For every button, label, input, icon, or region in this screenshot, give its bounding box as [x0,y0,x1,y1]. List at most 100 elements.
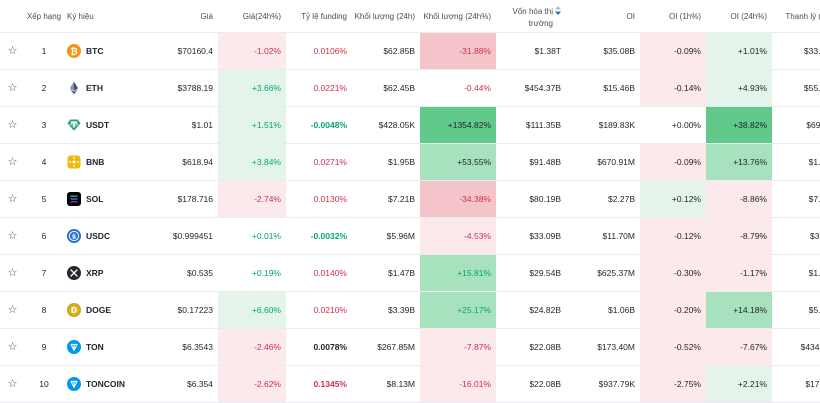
coin-symbol[interactable]: ETH [63,81,145,95]
star-icon[interactable]: ☆ [7,118,18,131]
table-row[interactable]: ☆ 8 Ð DOGE $0.17223 +6.60% 0.0210% $3.39B +25.17… [0,291,820,329]
header-rank[interactable]: Xếp hạng [25,0,63,33]
symbol-cell[interactable]: $ USDC [63,217,145,255]
coin-symbol[interactable]: SOL [63,192,145,206]
table-row[interactable]: ☆ 4 BNB $618.94 +3.84% 0.0271% $1.95B +53.55% $9… [0,143,820,181]
coin-symbol[interactable]: ₿ BTC [63,44,145,58]
symbol-cell[interactable]: XRP [63,254,145,292]
volume-cell: $7.21B [352,180,420,218]
star-icon[interactable]: ☆ [7,44,18,57]
oi-24h-cell: +14.18% [706,291,772,329]
market-cap-cell: $33.09B [496,217,566,255]
star-icon[interactable]: ☆ [7,155,18,168]
liquidation-cell: $3.00K [772,217,820,255]
symbol-cell[interactable]: ₿ BTC [63,32,145,70]
coin-symbol[interactable]: $ USDC [63,229,145,243]
star-icon[interactable]: ☆ [7,192,18,205]
svg-text:₿: ₿ [70,46,77,57]
liquidation-cell: $1.84M [772,143,820,181]
coin-symbol[interactable]: BNB [63,155,145,169]
header-price[interactable]: Giá [145,0,218,33]
solana-icon [67,192,81,206]
volume-change-cell: -16.01% [420,365,496,403]
table-body: ☆ 1 ₿ BTC $70160.4 -1.02% 0.0106% $62.85B -31.88… [0,32,820,403]
table-row[interactable]: ☆ 2 ETH $3788.19 +3.66% 0.0221% $62.45B -0.44% $… [0,69,820,107]
liquidation-cell: $1.42M [772,254,820,292]
header-volume-change[interactable]: Khối lượng (24h%) [420,0,496,33]
header-volume[interactable]: Khối lượng (24h) [352,0,420,33]
coin-symbol[interactable]: USDT [63,118,145,132]
oi-1h-cell: -0.30% [640,254,706,292]
table-row[interactable]: ☆ 5 SOL $178.716 -2.74% 0.0130% $7.21B -34.38% $… [0,180,820,218]
symbol-cell[interactable]: ETH [63,69,145,107]
header-funding-rate[interactable]: Tỷ lệ funding [286,0,352,33]
volume-cell: $1.95B [352,143,420,181]
symbol-cell[interactable]: Ð DOGE [63,291,145,329]
header-price-change[interactable]: Giá(24h%) [218,0,286,33]
favorite-cell: ☆ [0,32,25,70]
price-change-cell: +0.19% [218,254,286,292]
symbol-cell[interactable]: USDT [63,106,145,144]
price-change-cell: -2.46% [218,328,286,366]
coin-symbol[interactable]: TON [63,340,145,354]
volume-change-cell: +15.81% [420,254,496,292]
oi-cell: $1.06B [566,291,640,329]
coin-symbol-label: ETH [86,83,103,93]
header-market-cap[interactable]: Vốn hóa thị trường [496,0,566,33]
header-oi[interactable]: OI [566,0,640,33]
rank-cell: 7 [25,254,63,292]
table-row[interactable]: ☆ 10 TONCOIN $6.354 -2.62% 0.1345% $8.13M -16.0… [0,365,820,403]
table-row[interactable]: ☆ 3 USDT $1.01 +1.51% -0.0048% $428.05K +1354.8… [0,106,820,144]
table-row[interactable]: ☆ 9 TON $6.3543 -2.46% 0.0078% $267.85M -7.87% $… [0,328,820,366]
liquidation-cell: $690.55 [772,106,820,144]
coin-symbol[interactable]: Ð DOGE [63,303,145,317]
market-cap-cell: $29.54B [496,254,566,292]
star-icon[interactable]: ☆ [7,303,18,316]
price-cell: $178.716 [145,180,218,218]
star-icon[interactable]: ☆ [7,81,18,94]
funding-rate-cell: -0.0048% [286,106,352,144]
volume-change-cell: +25.17% [420,291,496,329]
volume-cell: $428.05K [352,106,420,144]
header-liquidation[interactable]: Thanh lý (24h) [772,0,820,33]
star-icon[interactable]: ☆ [7,266,18,279]
rank-cell: 4 [25,143,63,181]
star-icon[interactable]: ☆ [7,340,18,353]
price-cell: $6.3543 [145,328,218,366]
svg-text:$: $ [72,232,77,240]
symbol-cell[interactable]: TONCOIN [63,365,145,403]
star-icon[interactable]: ☆ [7,229,18,242]
symbol-cell[interactable]: BNB [63,143,145,181]
header-oi-24h[interactable]: OI (24h%) [706,0,772,33]
liquidation-cell: $434.38K [772,328,820,366]
xrp-icon [67,266,81,280]
volume-change-cell: +1354.82% [420,106,496,144]
header-symbol[interactable]: Ký hiệu [63,0,145,33]
table-row[interactable]: ☆ 6 $ USDC $0.999451 +0.01% -0.0032% $5.96M -4.5… [0,217,820,255]
symbol-cell[interactable]: TON [63,328,145,366]
funding-rate-cell: 0.0106% [286,32,352,70]
table-row[interactable]: ☆ 1 ₿ BTC $70160.4 -1.02% 0.0106% $62.85B -31.88… [0,32,820,70]
oi-24h-cell: +1.01% [706,32,772,70]
oi-1h-cell: +0.12% [640,180,706,218]
oi-1h-cell: -0.14% [640,69,706,107]
table-row[interactable]: ☆ 7 XRP $0.535 +0.19% 0.0140% $1.47B +15.81% $29… [0,254,820,292]
header-oi-1h[interactable]: OI (1h%) [640,0,706,33]
symbol-cell[interactable]: SOL [63,180,145,218]
market-cap-cell: $454.37B [496,69,566,107]
oi-1h-cell: +0.00% [640,106,706,144]
price-cell: $0.999451 [145,217,218,255]
volume-cell: $1.47B [352,254,420,292]
volume-change-cell: -0.44% [420,69,496,107]
coin-symbol[interactable]: XRP [63,266,145,280]
oi-cell: $937.79K [566,365,640,403]
coin-symbol[interactable]: TONCOIN [63,377,145,391]
coin-symbol-label: BTC [86,46,104,56]
coin-symbol-label: SOL [86,194,104,204]
star-icon[interactable]: ☆ [7,377,18,390]
oi-24h-cell: -7.67% [706,328,772,366]
favorite-cell: ☆ [0,328,25,366]
market-cap-cell: $1.38T [496,32,566,70]
oi-24h-cell: -1.17% [706,254,772,292]
sort-arrows-icon[interactable] [555,5,561,18]
